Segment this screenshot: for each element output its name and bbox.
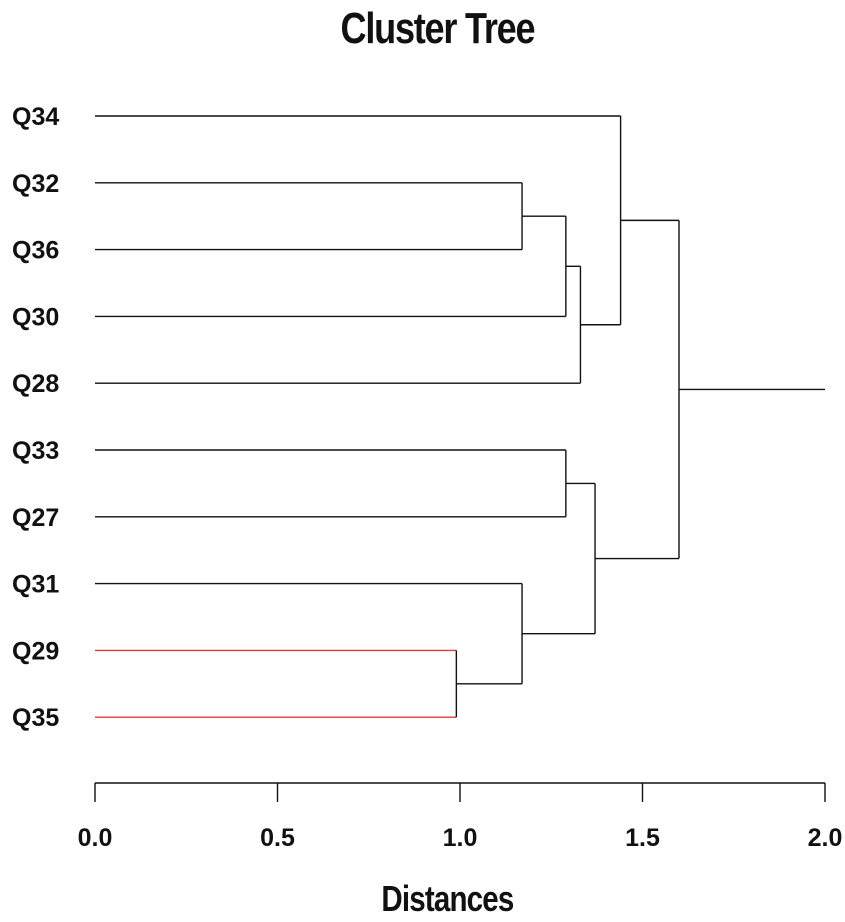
x-tick-label-0.5: 0.5	[260, 824, 295, 852]
leaf-label-q28: Q28	[12, 370, 59, 398]
x-tick-label-0.0: 0.0	[78, 824, 113, 852]
leaf-label-q29: Q29	[12, 637, 59, 665]
chart-title: Cluster Tree	[340, 4, 536, 53]
leaf-label-q36: Q36	[12, 237, 59, 265]
x-tick-label-1.5: 1.5	[625, 824, 660, 852]
leaf-label-q27: Q27	[12, 504, 59, 532]
leaf-label-q32: Q32	[12, 170, 59, 198]
x-tick-label-2.0: 2.0	[808, 824, 843, 852]
leaf-labels: Q34 Q32 Q36 Q30 Q28 Q33 Q27 Q31 Q29 Q35	[12, 103, 59, 732]
leaf-label-q34: Q34	[12, 103, 59, 131]
x-tick-label-1.0: 1.0	[443, 824, 478, 852]
leaf-label-q31: Q31	[12, 571, 59, 599]
x-axis-label: Distances	[381, 878, 514, 919]
leaf-label-q35: Q35	[12, 704, 59, 732]
x-axis: 0.0 0.5 1.0 1.5 2.0	[78, 782, 843, 852]
leaf-label-q30: Q30	[12, 303, 59, 331]
leaf-label-q33: Q33	[12, 437, 59, 465]
tree-lines	[95, 115, 825, 718]
